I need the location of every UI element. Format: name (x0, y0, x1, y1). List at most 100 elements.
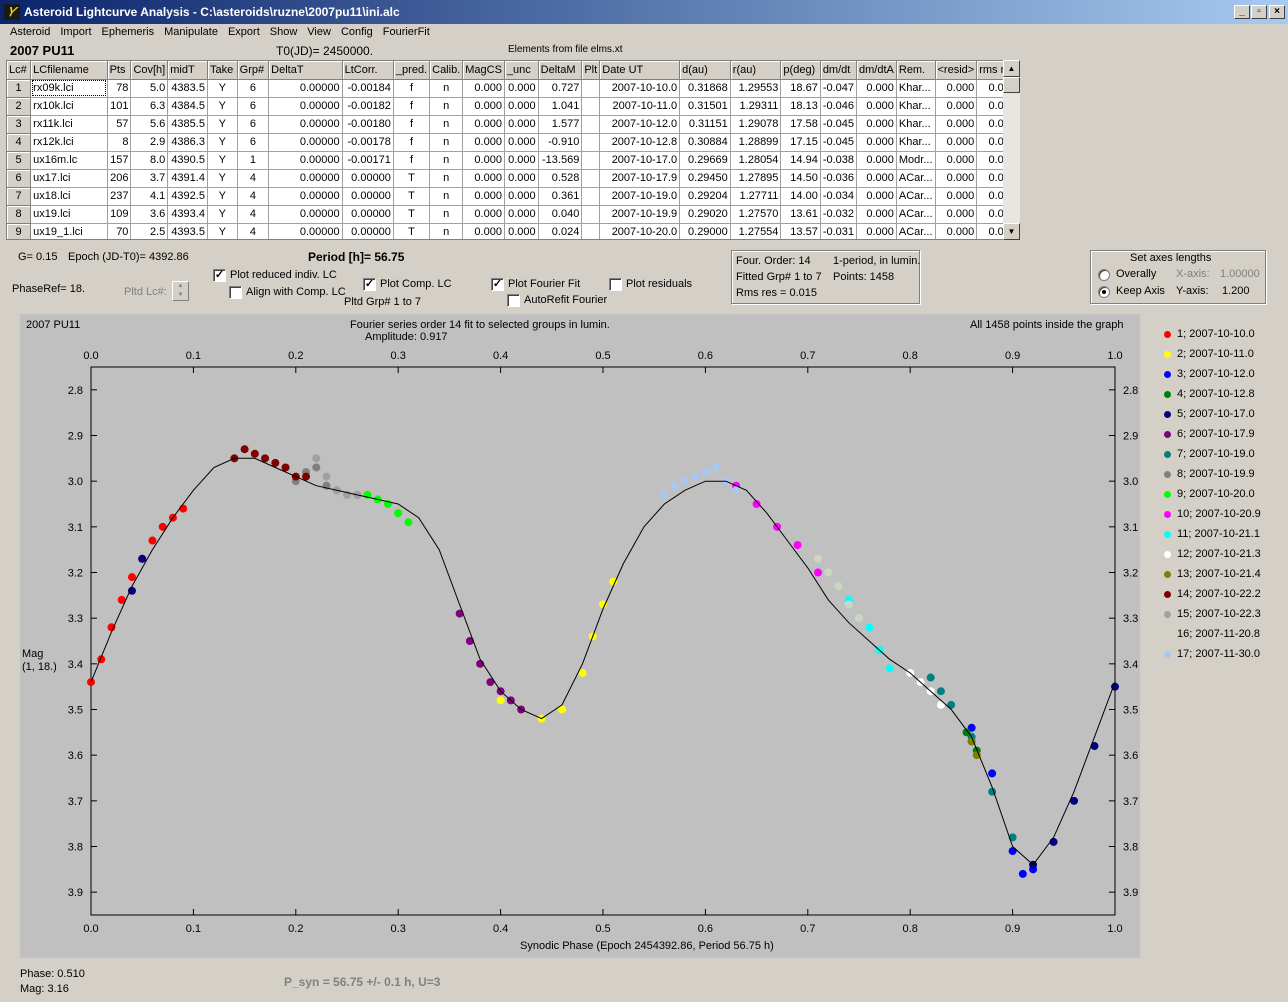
column-header[interactable]: LCfilename (30, 61, 108, 80)
table-cell[interactable]: 4391.4 (167, 169, 208, 188)
column-header[interactable]: Pts (107, 61, 132, 80)
table-cell[interactable]: Y (207, 79, 238, 98)
table-cell[interactable] (581, 205, 601, 224)
table-cell[interactable]: T (393, 187, 431, 206)
table-cell[interactable]: -0.047 (820, 79, 858, 98)
table-cell[interactable]: ux19.lci (30, 205, 108, 224)
table-cell[interactable]: ux19_1.lci (30, 223, 108, 239)
table-cell[interactable]: 0.00000 (268, 79, 343, 98)
table-cell[interactable]: 0.000 (462, 97, 505, 116)
table-cell[interactable] (581, 97, 601, 116)
table-cell[interactable]: 13.57 (780, 223, 821, 239)
keep-axis-radio[interactable] (1098, 286, 1110, 298)
table-cell[interactable]: 0.000 (856, 97, 897, 116)
table-cell[interactable]: 0.000 (935, 187, 978, 206)
table-cell[interactable]: ACar... (896, 205, 936, 224)
table-cell[interactable]: 0.528 (538, 169, 583, 188)
menu-manipulate[interactable]: Manipulate (164, 26, 218, 38)
table-cell[interactable] (581, 79, 601, 98)
table-cell[interactable]: 0.000 (462, 151, 505, 170)
table-cell[interactable]: Khar... (896, 133, 936, 152)
table-cell[interactable]: 1.27570 (730, 205, 782, 224)
table-cell[interactable]: f (393, 115, 431, 134)
table-cell[interactable]: -0.038 (820, 151, 858, 170)
table-cell[interactable]: n (429, 205, 464, 224)
table-cell[interactable]: 0.29669 (679, 151, 731, 170)
column-header[interactable]: Take (207, 61, 238, 80)
table-cell[interactable]: n (429, 115, 464, 134)
minimize-button[interactable]: _ (1234, 5, 1250, 19)
table-cell[interactable]: 1.577 (538, 115, 583, 134)
column-header[interactable]: MagCS (462, 61, 505, 80)
table-cell[interactable]: 0.000 (856, 79, 897, 98)
table-cell[interactable]: 0.000 (462, 79, 505, 98)
table-cell[interactable]: -0.045 (820, 115, 858, 134)
menu-import[interactable]: Import (60, 26, 92, 38)
table-cell[interactable]: 1.29553 (730, 79, 782, 98)
menu-config[interactable]: Config (340, 26, 373, 38)
table-cell[interactable]: ux16m.lc (30, 151, 108, 170)
table-cell[interactable]: n (429, 169, 464, 188)
table-cell[interactable] (581, 151, 601, 170)
restore-button[interactable]: ▫ (1251, 5, 1267, 19)
table-cell[interactable]: 1.28899 (730, 133, 782, 152)
column-header[interactable]: Grp# (237, 61, 270, 80)
table-cell[interactable]: 0.00000 (268, 187, 343, 206)
column-header[interactable]: Cov[h] (130, 61, 169, 80)
menu-view[interactable]: View (307, 26, 331, 38)
table-cell[interactable]: 6 (237, 115, 270, 134)
overally-radio[interactable] (1098, 269, 1110, 281)
table-cell[interactable]: 4 (237, 187, 270, 206)
table-cell[interactable]: 0.29204 (679, 187, 731, 206)
table-cell[interactable]: 14.94 (780, 151, 821, 170)
table-cell[interactable]: n (429, 223, 464, 239)
table-cell[interactable]: 0.30884 (679, 133, 731, 152)
table-cell[interactable]: 2007-10-19.0 (599, 187, 681, 206)
table-cell[interactable]: 2.9 (130, 133, 169, 152)
table-cell[interactable]: Y (207, 115, 238, 134)
table-cell[interactable]: 0.024 (538, 223, 583, 239)
row-number[interactable]: 4 (7, 133, 32, 152)
table-cell[interactable]: 0.000 (504, 169, 539, 188)
table-cell[interactable] (581, 187, 601, 206)
table-cell[interactable]: f (393, 79, 431, 98)
table-cell[interactable]: -0.034 (820, 187, 858, 206)
table-cell[interactable]: Modr... (896, 151, 936, 170)
column-header[interactable]: Plt (581, 61, 601, 80)
table-cell[interactable]: T (393, 169, 431, 188)
table-cell[interactable]: 0.000 (856, 205, 897, 224)
table-cell[interactable]: 14.50 (780, 169, 821, 188)
table-cell[interactable]: 2007-10-12.8 (599, 133, 681, 152)
table-cell[interactable]: 57 (107, 115, 132, 134)
table-cell[interactable]: 18.67 (780, 79, 821, 98)
table-cell[interactable]: 0.31868 (679, 79, 731, 98)
table-cell[interactable]: n (429, 79, 464, 98)
table-cell[interactable]: Y (207, 133, 238, 152)
table-cell[interactable]: 0.000 (504, 223, 539, 239)
table-cell[interactable]: 3.7 (130, 169, 169, 188)
pltd-lc-spinner[interactable]: ▲ ▼ (172, 281, 189, 301)
table-cell[interactable] (581, 169, 601, 188)
table-cell[interactable]: 0.000 (462, 169, 505, 188)
table-cell[interactable]: 5.0 (130, 79, 169, 98)
scroll-thumb[interactable] (1003, 77, 1020, 93)
table-cell[interactable] (581, 133, 601, 152)
table-cell[interactable]: ACar... (896, 187, 936, 206)
table-cell[interactable]: T (393, 223, 431, 239)
table-cell[interactable]: rx09k.lci (30, 79, 108, 98)
table-cell[interactable]: 1.29311 (730, 97, 782, 116)
table-cell[interactable]: 2007-10-17.0 (599, 151, 681, 170)
column-header[interactable]: DeltaM (538, 61, 583, 80)
menu-export[interactable]: Export (227, 26, 260, 38)
column-header[interactable]: p(deg) (780, 61, 821, 80)
column-header[interactable]: midT (167, 61, 208, 80)
row-number[interactable]: 6 (7, 169, 32, 188)
table-cell[interactable]: 8 (107, 133, 132, 152)
table-cell[interactable]: 3.6 (130, 205, 169, 224)
plot-canvas[interactable]: 0.0 0.0 0.1 0.1 0.2 0.2 0.3 0.3 0.4 0.4 0.5 0.5 0.6 0… (20, 314, 1140, 958)
table-cell[interactable]: 70 (107, 223, 132, 239)
table-cell[interactable]: 0.29000 (679, 223, 731, 239)
table-cell[interactable]: 0.000 (504, 205, 539, 224)
